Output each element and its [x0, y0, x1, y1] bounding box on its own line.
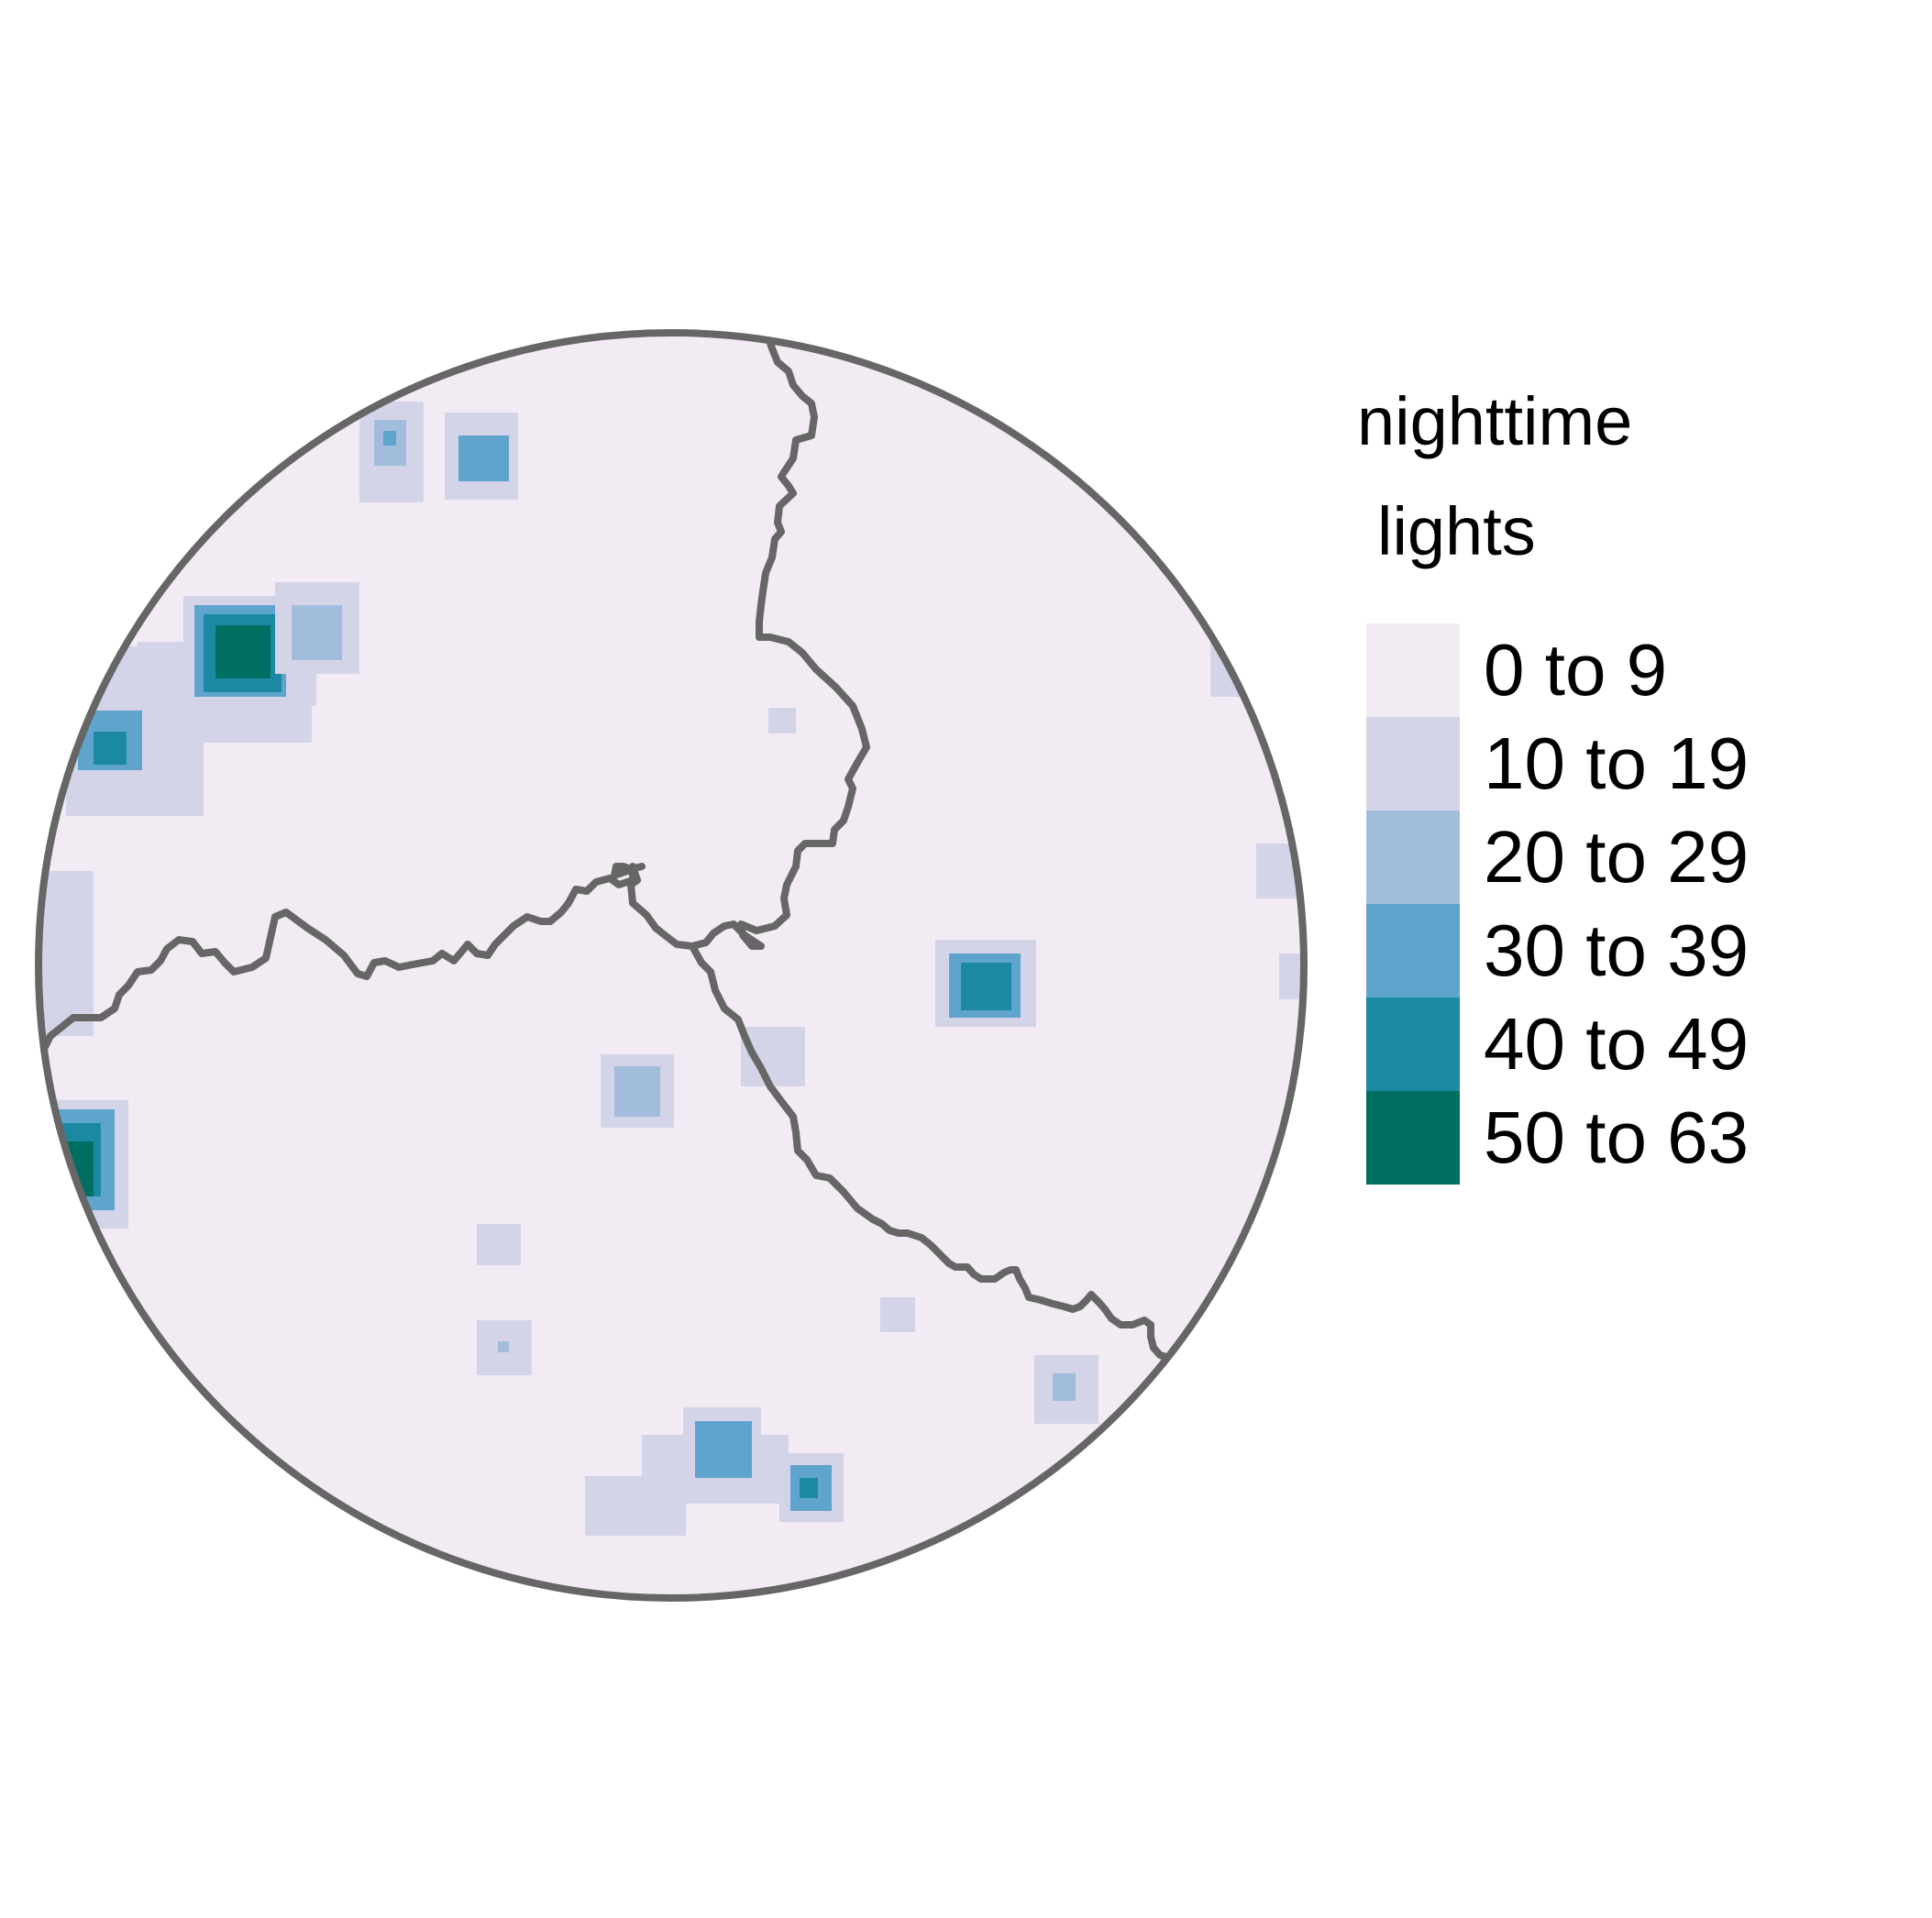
legend-items: 0 to 9 10 to 19 20 to 29 30 to 39 40 to …: [1357, 623, 1871, 1185]
legend-item: 40 to 49: [1366, 998, 1871, 1091]
border-northeast: [627, 333, 870, 950]
legend-label: 0 to 9: [1484, 629, 1668, 711]
light-cluster-north: [359, 402, 518, 502]
legend-item: 20 to 29: [1366, 810, 1871, 904]
legend-title-line1: nighttime: [1357, 383, 1633, 459]
legend-swatch: [1366, 998, 1460, 1091]
legend-title-line2: lights: [1377, 493, 1536, 569]
legend-item: 30 to 39: [1366, 904, 1871, 998]
legend-item: 50 to 63: [1366, 1091, 1871, 1185]
border-southeast: [689, 942, 1170, 1361]
legend-label: 50 to 63: [1484, 1097, 1750, 1178]
legend-label: 20 to 29: [1484, 816, 1750, 898]
legend-label: 10 to 19: [1484, 722, 1750, 804]
legend-label: 30 to 39: [1484, 909, 1750, 991]
legend-swatch: [1366, 623, 1460, 717]
legend-swatch: [1366, 717, 1460, 810]
light-cluster-center: [477, 708, 805, 1375]
legend-item: 10 to 19: [1366, 717, 1871, 810]
legend-label: 40 to 49: [1484, 1003, 1750, 1085]
light-cluster-northwest: [66, 582, 359, 816]
legend: nighttime lights 0 to 9 10 to 19 20 to 2…: [1357, 367, 1871, 1185]
border-west: [39, 863, 646, 1058]
legend-swatch: [1366, 810, 1460, 904]
legend-swatch: [1366, 904, 1460, 998]
legend-item: 0 to 9: [1366, 623, 1871, 717]
legend-swatch: [1366, 1091, 1460, 1185]
map-outline: [35, 329, 1308, 1602]
light-cluster-south: [585, 1407, 844, 1536]
